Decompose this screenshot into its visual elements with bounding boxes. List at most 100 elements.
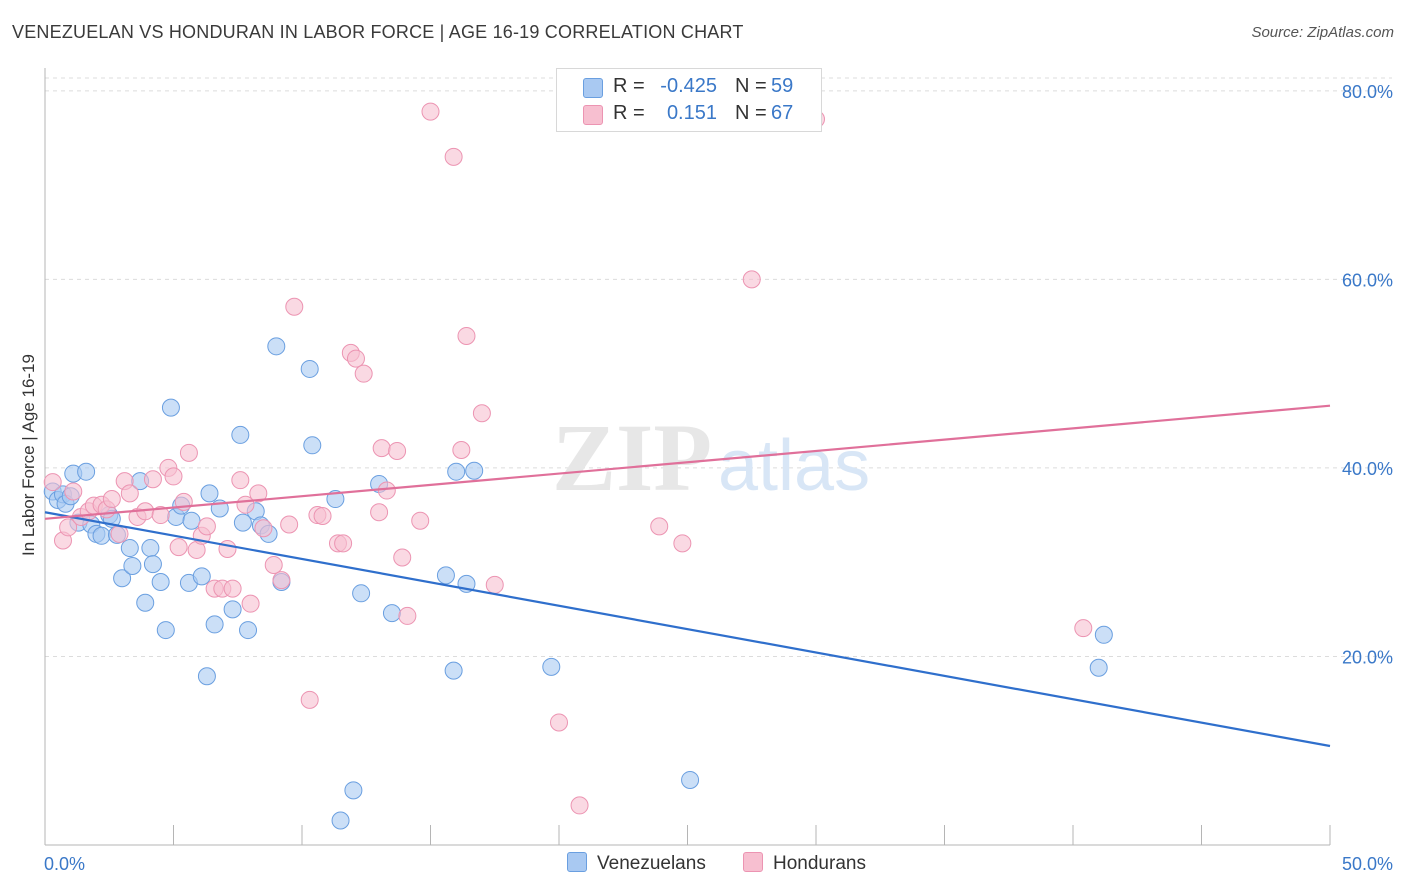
venezuelan-point: [197, 667, 216, 686]
honduran-point: [452, 441, 471, 460]
legend-r-value: 0.151: [666, 102, 717, 124]
venezuelan-point: [303, 436, 322, 455]
honduran-point: [241, 594, 260, 613]
legend-n-label: N =: [735, 102, 767, 124]
honduran-point: [223, 579, 242, 598]
honduran-point: [313, 507, 332, 526]
honduran-point: [550, 713, 568, 732]
honduran-point: [444, 147, 463, 166]
venezuelan-point: [143, 555, 162, 574]
honduran-point: [388, 441, 407, 460]
honduran-point: [264, 556, 283, 575]
y-tick-label: 20.0%: [1342, 647, 1393, 667]
legend-label-hondurans: Hondurans: [773, 853, 866, 874]
series-legend: Venezuelans Hondurans: [0, 852, 1406, 878]
venezuelan-point: [1089, 658, 1108, 677]
stats-legend: R = -0.425 N = 59 R = 0.151 N = 67: [556, 68, 822, 132]
venezuelan-point: [77, 462, 96, 481]
venezuelan-point: [352, 584, 371, 603]
honduran-point: [457, 326, 476, 345]
venezuelan-point: [231, 425, 250, 444]
honduran-point: [300, 690, 319, 709]
venezuelan-point: [267, 337, 286, 356]
venezuelan-point: [465, 461, 484, 480]
venezuelan-point: [120, 539, 139, 558]
watermark-atlas: atlas: [718, 426, 870, 506]
venezuelan-point: [200, 484, 219, 503]
legend-row-hondurans: R = 0.151 N = 67: [557, 102, 821, 128]
honduran-point: [411, 511, 430, 530]
honduran-point: [370, 503, 389, 522]
honduran-point: [218, 539, 237, 558]
source-label: Source: ZipAtlas.com: [1251, 24, 1394, 41]
honduran-point: [254, 519, 273, 538]
venezuelan-point: [113, 569, 132, 588]
legend-n-label: N =: [735, 75, 767, 97]
honduran-trend-line: [44, 404, 1331, 520]
y-tick-label: 80.0%: [1342, 82, 1393, 102]
grid-layer: [45, 77, 1392, 657]
legend-swatch-hondurans: [583, 105, 603, 125]
honduran-point: [151, 506, 170, 525]
legend-r-label: R =: [613, 102, 645, 124]
venezuelan-point: [92, 526, 111, 545]
legend-label-venezuelans: Venezuelans: [597, 853, 706, 874]
y-tick-label: 60.0%: [1342, 270, 1393, 290]
honduran-point: [485, 575, 504, 594]
honduran-point: [179, 443, 198, 462]
honduran-point: [650, 517, 669, 536]
honduran-point: [231, 471, 250, 490]
y-tick-label: 40.0%: [1342, 459, 1393, 479]
venezuelan-point: [326, 490, 345, 509]
watermark-zip: ZIP: [552, 404, 712, 511]
venezuelan-point: [444, 661, 463, 680]
legend-swatch-venezuelans: [567, 852, 587, 872]
legend-r-label: R =: [613, 75, 645, 97]
venezuelan-point: [300, 359, 319, 378]
honduran-point: [1074, 619, 1093, 638]
watermark: ZIP atlas: [552, 404, 870, 511]
legend-item-venezuelans[interactable]: Venezuelans: [567, 852, 706, 875]
honduran-point: [249, 484, 268, 503]
honduran-point: [742, 270, 761, 289]
honduran-point: [280, 515, 299, 534]
venezuelan-point: [123, 556, 142, 575]
honduran-point: [197, 517, 216, 536]
honduran-point: [64, 482, 83, 501]
honduran-point: [354, 364, 373, 383]
venezuelan-point: [156, 621, 175, 640]
y-axis-label: In Labor Force | Age 16-19: [19, 354, 38, 556]
venezuelan-point: [233, 513, 252, 532]
honduran-point: [59, 518, 78, 537]
honduran-point: [102, 490, 121, 509]
venezuelan-point: [681, 770, 700, 789]
legend-r-value: -0.425: [660, 75, 717, 97]
honduran-point: [43, 473, 62, 492]
venezuelan-point: [344, 781, 363, 800]
legend-row-venezuelans: R = -0.425 N = 59: [557, 75, 821, 101]
honduran-point: [169, 538, 188, 557]
legend-item-hondurans[interactable]: Hondurans: [743, 852, 866, 875]
venezuelan-point: [331, 811, 350, 830]
venezuelan-point: [205, 615, 224, 634]
honduran-point: [393, 548, 412, 567]
venezuelan-point: [382, 604, 401, 623]
venezuelan-point: [151, 572, 170, 591]
legend-n-value: 59: [771, 75, 794, 97]
x-tick-label: 0.0%: [44, 854, 85, 874]
honduran-point: [570, 796, 589, 815]
venezuelan-trend-line: [44, 511, 1331, 748]
honduran-point: [120, 484, 139, 503]
honduran-point: [372, 439, 391, 458]
venezuelan-point: [447, 462, 466, 481]
honduran-point: [673, 534, 692, 553]
venezuelan-point: [182, 511, 201, 530]
venezuelan-point: [161, 398, 180, 417]
honduran-point: [398, 606, 417, 625]
venezuelan-point: [136, 593, 155, 612]
venezuelan-point: [223, 600, 242, 619]
legend-swatch-venezuelans: [583, 78, 603, 98]
chart-title: VENEZUELAN VS HONDURAN IN LABOR FORCE | …: [12, 22, 744, 42]
honduran-point: [272, 571, 291, 590]
